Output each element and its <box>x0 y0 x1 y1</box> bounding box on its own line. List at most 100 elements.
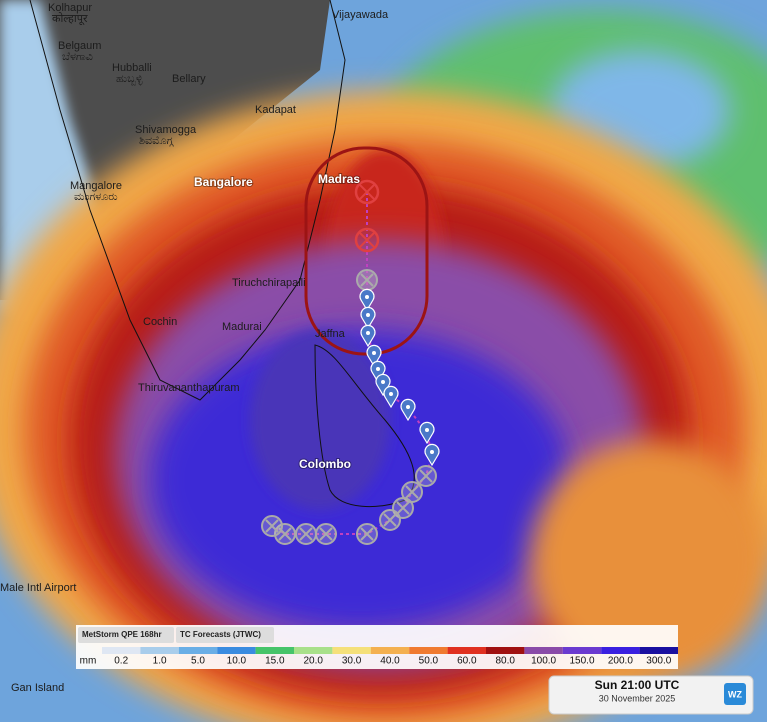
forecast-pin-dot <box>372 351 376 355</box>
legend-swatch <box>140 647 179 654</box>
low-marker-x <box>360 273 374 287</box>
legend-level: 1.0 <box>153 656 167 667</box>
legend-swatch <box>217 647 256 654</box>
place-label: Tiruchchirapalli <box>232 277 306 289</box>
legend-level: 10.0 <box>227 656 247 667</box>
place-label: Bangalore <box>194 175 253 189</box>
legend-unit: mm <box>80 656 97 667</box>
legend-level: 100.0 <box>531 656 556 667</box>
low-marker-x <box>319 527 333 541</box>
place-label: Thiruvananthapuram <box>138 382 240 394</box>
low-marker-x <box>383 513 397 527</box>
place-label: Madras <box>318 172 360 186</box>
forecast-pin <box>360 324 376 348</box>
time: Sun 21:00 UTC <box>595 678 680 692</box>
place-label: Kadapat <box>255 104 296 116</box>
storm-marker-x <box>359 232 375 248</box>
legend-level: 40.0 <box>380 656 400 667</box>
logo-text: WZ <box>728 689 742 699</box>
timestamp-box: Sun 21:00 UTC 30 November 2025 WZ <box>548 675 754 715</box>
coastline <box>29 0 346 401</box>
legend-swatch <box>601 647 640 654</box>
storm-marker <box>354 179 380 205</box>
forecast-pin-dot <box>381 380 385 384</box>
legend: MetStorm QPE 168hr TC Forecasts (JTWC) m… <box>76 625 678 669</box>
forecast-pin <box>424 443 440 467</box>
forecast-pin-dot <box>389 392 393 396</box>
place-label: Madurai <box>222 321 262 333</box>
place-label: Hubballi <box>112 62 152 74</box>
legend-swatch <box>370 647 410 654</box>
legend-swatch <box>447 647 486 654</box>
legend-level: 5.0 <box>191 656 205 667</box>
low-marker-x <box>405 485 419 499</box>
legend-tab[interactable] <box>176 627 274 643</box>
legend-tab-label: TC Forecasts (JTWC) <box>180 630 261 639</box>
legend-level: 150.0 <box>569 656 594 667</box>
legend-tab[interactable] <box>78 627 174 643</box>
legend-level: 30.0 <box>342 656 362 667</box>
low-marker-x <box>265 519 279 533</box>
forecast-pin <box>370 360 386 384</box>
place-label: Shivamogga <box>135 124 197 136</box>
low-marker-x <box>396 501 410 515</box>
legend-swatch <box>409 647 448 654</box>
legend-swatch <box>178 647 218 654</box>
legend-level: 60.0 <box>457 656 477 667</box>
legend-swatch <box>486 647 525 654</box>
forecast-pin-dot <box>376 367 380 371</box>
forecast-pin-dot <box>430 450 434 454</box>
place-label: Gan Island <box>11 682 64 694</box>
storm-marker-x <box>359 184 375 200</box>
legend-swatch <box>562 647 602 654</box>
place-label: Male Intl Airport <box>0 582 76 594</box>
low-marker-x <box>360 527 374 541</box>
legend-level: 80.0 <box>495 656 515 667</box>
forecast-pin-dot <box>366 331 370 335</box>
forecast-pin <box>359 288 375 312</box>
logo[interactable] <box>724 683 746 705</box>
forecast-pin-dot <box>425 428 429 432</box>
legend-swatch <box>294 647 333 654</box>
storm-marker <box>354 227 380 253</box>
cone-of-uncertainty <box>304 146 429 356</box>
forecast-pin <box>360 306 376 330</box>
low-marker-x <box>299 527 313 541</box>
place-label: Vijayawada <box>332 9 389 21</box>
legend-swatch <box>102 647 141 654</box>
place-label: Cochin <box>143 316 177 328</box>
date: 30 November 2025 <box>599 693 676 703</box>
place-label: Bellary <box>172 73 206 85</box>
place-native-label: ಬೆಳಗಾವಿ <box>62 51 93 63</box>
tc-track <box>261 179 440 545</box>
forecast-pin <box>366 344 382 368</box>
place-label: Mangalore <box>70 180 122 192</box>
legend-swatch <box>524 647 563 654</box>
legend-level: 50.0 <box>419 656 439 667</box>
forecast-pin-dot <box>406 405 410 409</box>
legend-level: 20.0 <box>303 656 323 667</box>
place-label: Colombo <box>299 457 351 471</box>
legend-swatch <box>332 647 371 654</box>
low-marker-x <box>419 469 433 483</box>
legend-level: 300.0 <box>646 656 671 667</box>
legend-level: 200.0 <box>608 656 633 667</box>
place-label: Kolhapur <box>48 2 92 14</box>
legend-tab-label: MetStorm QPE 168hr <box>82 630 162 639</box>
legend-swatch <box>255 647 294 654</box>
forecast-pin <box>383 385 399 409</box>
legend-level: 15.0 <box>265 656 285 667</box>
legend-level: 0.2 <box>114 656 128 667</box>
forecast-pin-dot <box>365 295 369 299</box>
place-label: Belgaum <box>58 40 101 52</box>
place-native-label: ಹುಬ್ಬಳ್ಳಿ <box>116 73 143 85</box>
forecast-pin <box>419 421 435 445</box>
forecast-pin <box>375 373 391 397</box>
place-native-label: ಮಂಗಳೂರು <box>74 191 118 203</box>
forecast-pin <box>400 398 416 422</box>
place-label: Jaffna <box>315 328 346 340</box>
forecast-pin-dot <box>366 313 370 317</box>
